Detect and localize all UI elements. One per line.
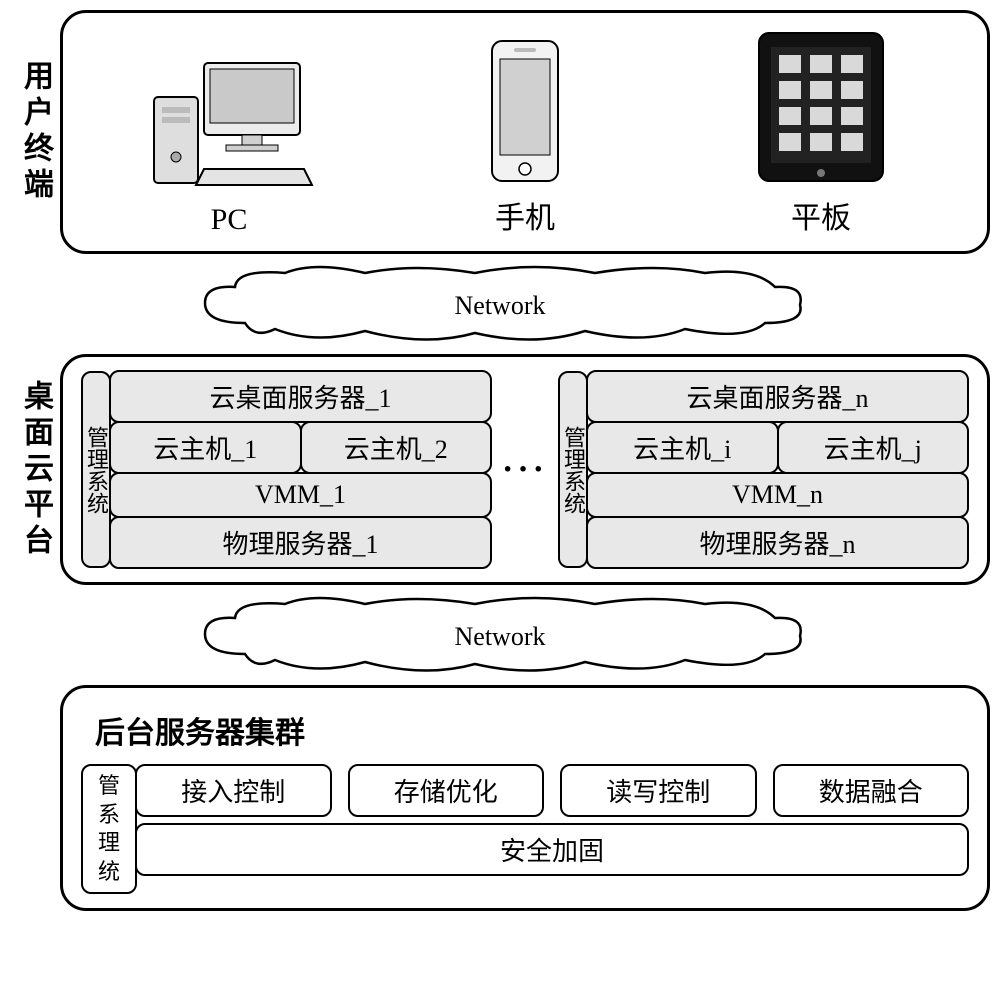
hosts-n: 云主机_i 云主机_j xyxy=(586,421,969,474)
cluster-panel: 后台服务器集群 管 系 理 统 接入控制 存储优化 读写控制 数据融合 安全加固 xyxy=(60,685,990,911)
service-security: 安全加固 xyxy=(135,823,969,876)
host-2: 云主机_2 xyxy=(300,421,493,474)
host-i: 云主机_i xyxy=(586,421,779,474)
platform-panel: 管理系统 云桌面服务器_1 云主机_1 云主机_2 VMM_1 物理服务器_1 … xyxy=(60,354,990,585)
cluster-title: 后台服务器集群 xyxy=(81,702,969,764)
desktop-server-n: 云桌面服务器_n xyxy=(586,370,969,423)
mgmt-system-n: 管理系统 xyxy=(558,371,588,568)
host-j: 云主机_j xyxy=(777,421,970,474)
architecture-diagram: 用户终端 xyxy=(10,10,990,911)
mgmt-system-1: 管理系统 xyxy=(81,371,111,568)
network-cloud-2: Network xyxy=(10,589,990,685)
mgmt-line2: 理 统 xyxy=(87,829,131,886)
desktop-server-1: 云桌面服务器_1 xyxy=(109,370,492,423)
platform-label: 桌面云平台 xyxy=(10,354,60,585)
pc-label: PC xyxy=(81,203,377,237)
network1-label: Network xyxy=(185,263,815,349)
service-data-fusion: 数据融合 xyxy=(773,764,970,817)
service-rw-control: 读写控制 xyxy=(560,764,757,817)
layer-platform: 桌面云平台 管理系统 云桌面服务器_1 云主机_1 云主机_2 VMM_1 物理… xyxy=(10,354,990,585)
terminals-label: 用户终端 xyxy=(10,10,60,254)
host-1: 云主机_1 xyxy=(109,421,302,474)
layer-cluster: 后台服务器集群 管 系 理 统 接入控制 存储优化 读写控制 数据融合 安全加固 xyxy=(10,685,990,911)
vmm-n: VMM_n xyxy=(586,472,969,518)
physical-1: 物理服务器_1 xyxy=(109,516,492,569)
phone-label: 手机 xyxy=(377,193,673,237)
ellipsis: ··· xyxy=(502,451,548,489)
cluster-mgmt-system: 管 系 理 统 xyxy=(81,764,137,894)
phone-icon xyxy=(480,37,570,187)
terminals-panel: PC 手机 xyxy=(60,10,990,254)
vmm-1: VMM_1 xyxy=(109,472,492,518)
service-access-control: 接入控制 xyxy=(135,764,332,817)
tablet-label: 平板 xyxy=(673,193,969,237)
platform-group-1: 管理系统 云桌面服务器_1 云主机_1 云主机_2 VMM_1 物理服务器_1 xyxy=(81,371,492,568)
hosts-1: 云主机_1 云主机_2 xyxy=(109,421,492,474)
layer-terminals: 用户终端 xyxy=(10,10,990,254)
terminal-pc: PC xyxy=(81,57,377,237)
physical-n: 物理服务器_n xyxy=(586,516,969,569)
network2-label: Network xyxy=(185,594,815,680)
tablet-icon xyxy=(751,27,891,187)
network-cloud-1: Network xyxy=(10,258,990,354)
service-storage-opt: 存储优化 xyxy=(348,764,545,817)
pc-icon xyxy=(144,57,314,197)
terminal-tablet: 平板 xyxy=(673,27,969,237)
mgmt-line1: 管 系 xyxy=(87,772,131,829)
terminal-phone: 手机 xyxy=(377,37,673,237)
services-row: 接入控制 存储优化 读写控制 数据融合 xyxy=(135,764,969,817)
platform-group-n: 管理系统 云桌面服务器_n 云主机_i 云主机_j VMM_n 物理服务器_n xyxy=(558,371,969,568)
